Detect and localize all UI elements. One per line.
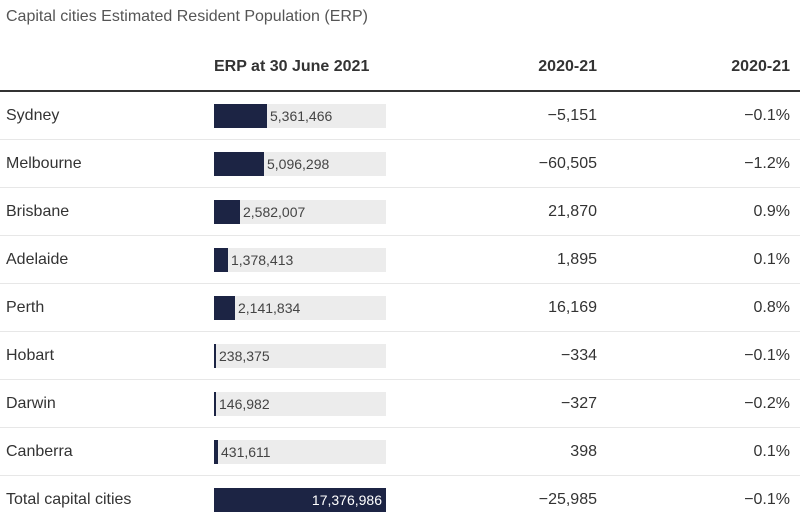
- table-row: Hobart 238,375 −334 −0.1%: [0, 332, 800, 380]
- city-name: Hobart: [6, 346, 55, 364]
- city-name: Perth: [6, 298, 45, 316]
- change-value: 16,169: [548, 298, 597, 316]
- percent-change-value: −0.1%: [744, 106, 790, 124]
- change-value: 1,895: [556, 250, 597, 268]
- percent-change-value: 0.8%: [753, 298, 790, 316]
- percent-change-value: −1.2%: [744, 154, 790, 172]
- city-name: Darwin: [6, 394, 56, 412]
- table-row: Sydney 5,361,466 −5,151 −0.1%: [0, 92, 800, 140]
- erp-bar-track: 5,361,466: [214, 103, 386, 128]
- erp-bar-track: 238,375: [214, 343, 386, 368]
- erp-bar-fill: [214, 247, 228, 272]
- table-row: Melbourne 5,096,298 −60,505 −1.2%: [0, 140, 800, 188]
- erp-value-label: 238,375: [219, 347, 270, 364]
- header-erp: ERP at 30 June 2021: [214, 58, 370, 75]
- change-value: −60,505: [538, 154, 597, 172]
- percent-change-value: 0.9%: [753, 202, 790, 220]
- percent-change-value: 0.1%: [753, 250, 790, 268]
- erp-value-label: 1,378,413: [231, 251, 294, 268]
- table-row: Canberra 431,611 398 0.1%: [0, 428, 800, 476]
- erp-bar-track: 17,376,986: [214, 488, 386, 512]
- table-row: Brisbane 2,582,007 21,870 0.9%: [0, 188, 800, 236]
- erp-value-label: 5,096,298: [267, 155, 330, 172]
- erp-value-label: 5,361,466: [270, 107, 333, 124]
- change-value: −5,151: [547, 106, 597, 124]
- table-header-row: ERP at 30 June 2021 2020-21 2020-21: [0, 44, 800, 92]
- erp-value-label: 146,982: [219, 395, 270, 412]
- total-change: −25,985: [538, 491, 597, 508]
- erp-bar-fill: [214, 295, 235, 320]
- header-change: 2020-21: [538, 58, 597, 75]
- erp-cell: 238,375: [214, 332, 386, 379]
- change-value: 21,870: [548, 202, 597, 220]
- erp-cell: 431,611: [214, 428, 386, 475]
- erp-bar-track: 146,982: [214, 391, 386, 416]
- erp-value-label: 431,611: [221, 443, 271, 460]
- erp-bar-track: 5,096,298: [214, 151, 386, 176]
- table-row: Darwin 146,982 −327 −0.2%: [0, 380, 800, 428]
- erp-bar-fill: [214, 439, 218, 464]
- percent-change-value: −0.2%: [744, 394, 790, 412]
- erp-bar-fill: [214, 343, 216, 368]
- erp-cell: 146,982: [214, 380, 386, 427]
- city-name: Sydney: [6, 106, 60, 124]
- erp-cell: 5,096,298: [214, 140, 386, 187]
- erp-bar-fill: [214, 151, 264, 176]
- erp-value-label: 2,582,007: [243, 203, 306, 220]
- total-row: Total capital cities 17,376,986 −25,985 …: [0, 476, 800, 524]
- total-erp-cell: 17,376,986: [214, 476, 386, 524]
- erp-bar-fill: [214, 391, 216, 416]
- total-city: Total capital cities: [6, 491, 132, 508]
- table-title: Capital cities Estimated Resident Popula…: [6, 8, 368, 25]
- total-erp-label: 17,376,986: [311, 492, 382, 508]
- table-row: Perth 2,141,834 16,169 0.8%: [0, 284, 800, 332]
- city-name: Melbourne: [6, 154, 82, 172]
- change-value: 398: [570, 442, 597, 460]
- city-name: Brisbane: [6, 202, 70, 220]
- total-percent-change: −0.1%: [744, 491, 790, 508]
- city-name: Canberra: [6, 442, 73, 460]
- erp-cell: 1,378,413: [214, 236, 386, 283]
- table-body: Sydney 5,361,466 −5,151 −0.1% Melbourne 5,096…: [0, 92, 800, 476]
- erp-bar-track: 2,141,834: [214, 295, 386, 320]
- change-value: −334: [560, 346, 597, 364]
- erp-value-label: 2,141,834: [238, 299, 301, 316]
- erp-bar-fill: [214, 199, 240, 224]
- table-row: Adelaide 1,378,413 1,895 0.1%: [0, 236, 800, 284]
- percent-change-value: 0.1%: [753, 442, 790, 460]
- erp-cell: 5,361,466: [214, 92, 386, 139]
- erp-cell: 2,582,007: [214, 188, 386, 235]
- city-name: Adelaide: [6, 250, 69, 268]
- change-value: −327: [560, 394, 597, 412]
- erp-bar-track: 431,611: [214, 439, 386, 464]
- header-percent-change: 2020-21: [731, 58, 790, 75]
- erp-bar-track: 1,378,413: [214, 247, 386, 272]
- erp-bar-track: 2,582,007: [214, 199, 386, 224]
- erp-bar-fill: [214, 103, 267, 128]
- erp-cell: 2,141,834: [214, 284, 386, 331]
- population-table: ERP at 30 June 2021 2020-21 2020-21 Sydn…: [0, 44, 800, 524]
- percent-change-value: −0.1%: [744, 346, 790, 364]
- erp-bar-fill: [214, 488, 386, 512]
